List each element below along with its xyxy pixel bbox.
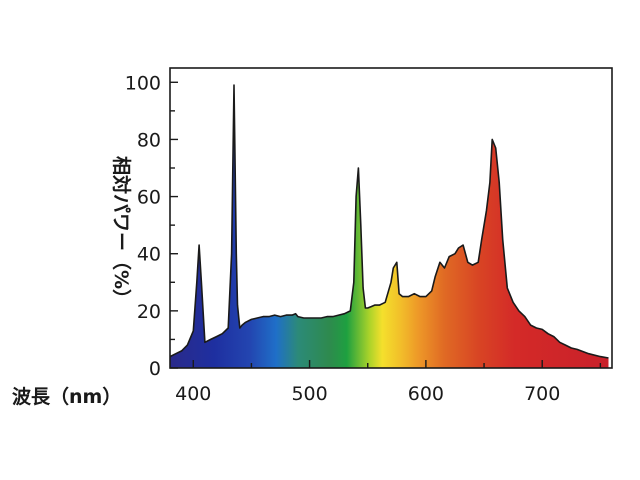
y-tick-label-40: 40 (137, 244, 161, 266)
x-tick-label-400: 400 (175, 383, 211, 405)
x-tick-label-700: 700 (524, 383, 560, 405)
x-axis-title: 波長（nm） (12, 385, 121, 408)
x-tick-label-600: 600 (408, 383, 444, 405)
y-axis-title: 相対パワー（%） (110, 156, 133, 308)
y-tick-label-100: 100 (125, 72, 161, 94)
axis-labels: 0 20 40 60 80 100 400 500 600 700 (125, 72, 561, 405)
plot-frame (169, 67, 613, 369)
axis-ticks (170, 81, 602, 369)
y-tick-label-60: 60 (137, 187, 161, 209)
y-tick-label-0: 0 (149, 358, 161, 380)
spectrum-outline-0 (169, 84, 609, 359)
spectrum-area-0 (170, 85, 609, 368)
plot-area (169, 84, 609, 368)
y-tick-label-80: 80 (137, 129, 161, 151)
svg-text:相対パワー（%）: 相対パワー（%） (110, 156, 133, 308)
y-tick-label-20: 20 (137, 301, 161, 323)
x-tick-label-500: 500 (291, 383, 327, 405)
